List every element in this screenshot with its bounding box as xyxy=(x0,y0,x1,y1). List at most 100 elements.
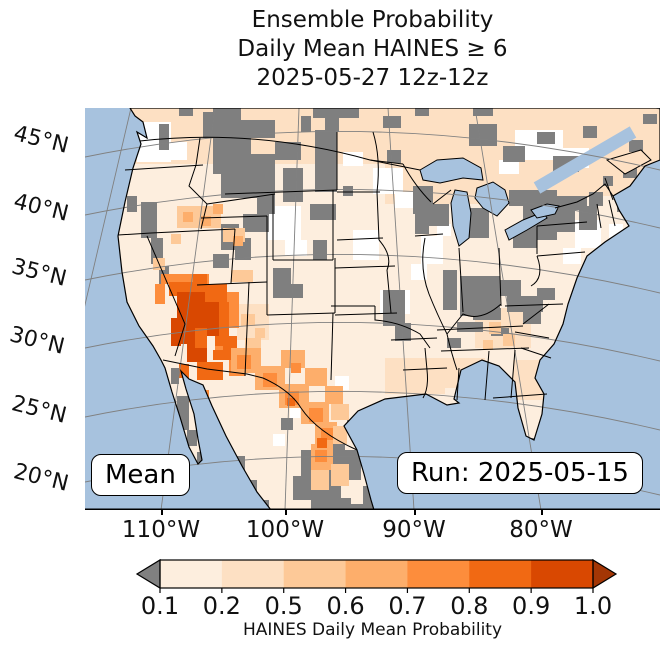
probability-cell xyxy=(281,418,293,430)
border-line xyxy=(334,312,398,316)
colorbar-frame xyxy=(159,559,594,589)
colorbar-label: HAINES Daily Mean Probability xyxy=(242,620,503,640)
border-line xyxy=(440,347,530,352)
probability-cell xyxy=(273,434,285,446)
lon-tick-label: 100°W xyxy=(245,517,325,543)
title-line-2: Daily Mean HAINES ≥ 6 xyxy=(237,36,508,62)
colorbar-tick-label: 0.8 xyxy=(450,592,489,620)
probability-cell xyxy=(443,270,457,310)
lake-huron xyxy=(474,181,510,217)
title-line-3: 2025-05-27 12z-12z xyxy=(256,65,489,91)
probability-cell xyxy=(447,338,461,348)
border-line xyxy=(386,269,392,314)
border-line xyxy=(536,251,586,257)
probability-cell xyxy=(285,240,307,256)
border-line xyxy=(498,247,502,307)
border-line xyxy=(432,189,452,205)
probability-cell xyxy=(263,373,277,387)
lon-tick-mark xyxy=(285,510,287,515)
border-line xyxy=(492,393,548,399)
probability-cell xyxy=(309,408,323,422)
probability-cell xyxy=(429,204,449,226)
probability-cell xyxy=(305,368,327,386)
probability-cell xyxy=(507,296,543,312)
border-line xyxy=(484,350,490,401)
border-line xyxy=(608,199,616,227)
border-line xyxy=(369,159,404,165)
colorbar-tick-label: 0.1 xyxy=(140,592,180,620)
colorbar-segment xyxy=(469,560,532,588)
longitude-line xyxy=(284,108,300,510)
colorbar-segment xyxy=(531,560,594,588)
border-line xyxy=(522,303,550,325)
probability-cell xyxy=(233,236,243,246)
probability-cell xyxy=(291,363,301,373)
probability-cell xyxy=(257,198,275,214)
axis-spine xyxy=(85,508,660,510)
border-line xyxy=(244,281,250,377)
gulf-of-st-lawrence xyxy=(533,126,637,194)
border-line xyxy=(188,137,208,230)
probability-cell xyxy=(343,152,363,166)
lon-tick-label: 90°W xyxy=(382,517,446,543)
lat-tick-label: 45°N xyxy=(11,121,71,159)
probability-cell xyxy=(213,254,229,268)
probability-cell xyxy=(579,206,597,230)
colorbar-segment xyxy=(407,560,470,588)
lake-erie xyxy=(504,211,548,241)
border-line xyxy=(162,359,358,451)
border-line xyxy=(436,325,524,331)
probability-cell xyxy=(469,124,497,146)
colorbar-tick-label: 0.2 xyxy=(202,592,241,620)
probability-cell xyxy=(213,350,223,360)
probability-cell xyxy=(467,208,489,238)
probability-cell xyxy=(335,504,375,510)
probability-map xyxy=(85,108,660,510)
probability-cell xyxy=(231,270,253,282)
probability-cell xyxy=(387,150,401,163)
lat-tick-label: 35°N xyxy=(9,254,69,292)
probability-cell xyxy=(317,438,327,448)
probability-cell xyxy=(243,214,269,232)
probability-cell xyxy=(255,328,265,338)
border-line xyxy=(139,136,421,171)
colorbar-over-arrow xyxy=(592,558,618,590)
probability-cell xyxy=(183,212,193,222)
probability-cell xyxy=(273,268,291,298)
probability-cell xyxy=(415,212,429,234)
probability-cell xyxy=(583,126,597,138)
lat-tick-label: 20°N xyxy=(11,459,71,497)
longitude-line xyxy=(85,108,132,307)
probability-cell xyxy=(537,132,555,144)
probability-cell xyxy=(315,130,337,192)
map-canvas: Mean Run: 2025-05-15 xyxy=(85,108,660,510)
probability-cell xyxy=(290,408,300,418)
border-line xyxy=(554,183,614,209)
border-line xyxy=(336,237,384,241)
colorbar-tick-label: 0.5 xyxy=(264,592,303,620)
probability-cell xyxy=(311,470,329,490)
probability-cell xyxy=(275,142,301,160)
probability-cell xyxy=(353,230,379,260)
lat-tick-label: 30°N xyxy=(7,322,67,360)
probability-cell xyxy=(171,318,181,346)
colorbar-tick-label: 0.6 xyxy=(326,592,365,620)
border-line xyxy=(124,164,204,171)
probability-cell xyxy=(179,108,193,116)
lake-superior xyxy=(419,157,484,184)
probability-cell xyxy=(187,430,197,446)
border-line xyxy=(230,228,236,284)
probability-cell xyxy=(197,362,223,380)
lon-tick-label: 110°W xyxy=(121,517,201,543)
border-line xyxy=(266,312,336,316)
colorbar xyxy=(135,558,618,593)
probability-cell xyxy=(237,355,251,369)
border-line xyxy=(146,235,186,357)
probability-cell xyxy=(171,368,179,384)
probability-cell xyxy=(187,344,207,362)
probability-cell xyxy=(310,204,336,220)
colorbar-segment xyxy=(345,560,408,588)
colorbar-tick-label: 0.7 xyxy=(388,592,427,620)
probability-cell xyxy=(127,196,137,212)
border-line xyxy=(604,177,614,201)
